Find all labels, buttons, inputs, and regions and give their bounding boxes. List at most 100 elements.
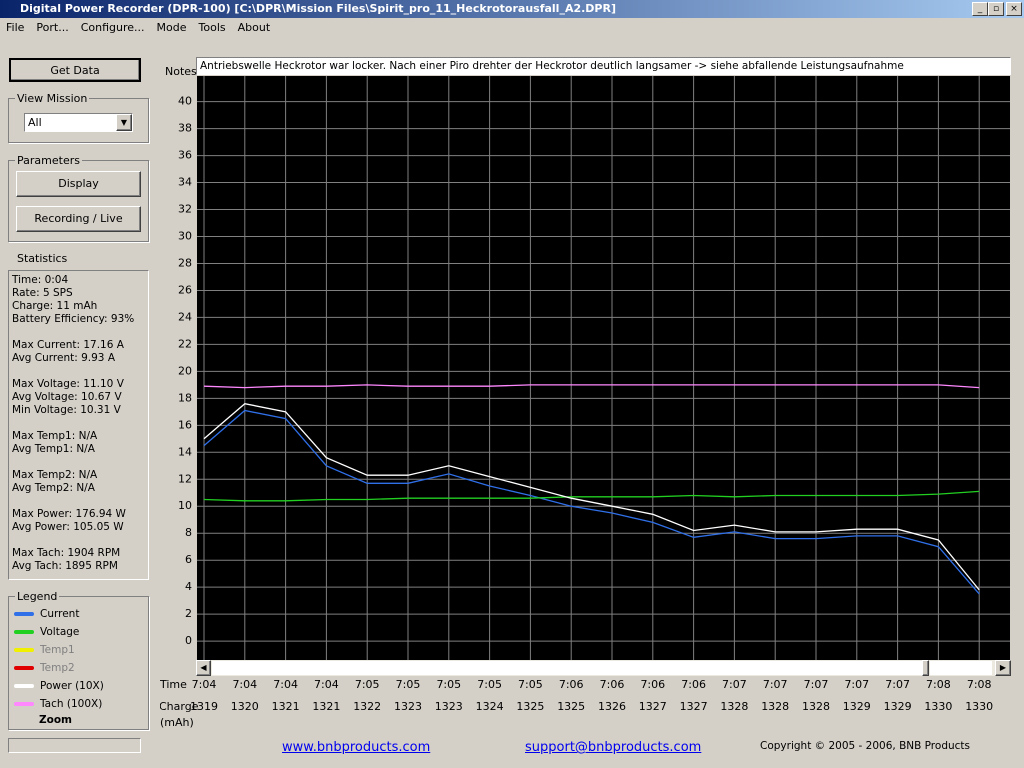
y-tick-label: 24 [178, 310, 192, 323]
x-tick-label: 7:08 [967, 678, 992, 691]
scroll-thumb[interactable] [922, 660, 929, 676]
legend-label: Current [40, 608, 80, 620]
x-tick-label: 7:07 [804, 678, 829, 691]
scroll-right[interactable]: ▶ [995, 660, 1011, 676]
y-tick-label: 16 [178, 418, 192, 431]
stat-line: Avg Temp1: N/A [12, 443, 95, 455]
x-tick-label: 7:07 [885, 678, 910, 691]
zoom-label[interactable]: Zoom [39, 714, 72, 726]
legend-swatch [14, 666, 34, 670]
y-tick-label: 14 [178, 445, 192, 458]
stat-group: Max Temp1: N/A Avg Temp1: N/A [12, 430, 148, 456]
scroll-track [930, 661, 992, 675]
legend-swatch [14, 612, 34, 616]
charge-unit: (mAh) [160, 716, 194, 729]
menu-item[interactable]: File [6, 21, 25, 34]
menu-item[interactable]: About [237, 21, 271, 34]
grid [197, 76, 1010, 660]
x-tick-label: 7:04 [192, 678, 217, 691]
support-link[interactable]: support@bnbproducts.com [525, 740, 702, 755]
charge-tick-label: 1321 [272, 700, 300, 713]
charge-tick-label: 1327 [680, 700, 708, 713]
legend-item[interactable]: Current [14, 607, 79, 621]
x-tick-label: 7:06 [640, 678, 665, 691]
charge-tick-label: 1325 [557, 700, 585, 713]
y-tick-label: 10 [178, 499, 192, 512]
series-line [203, 490, 980, 502]
charge-tick-label: 1328 [761, 700, 789, 713]
legend-swatch [14, 702, 34, 706]
charge-tick-label: 1327 [639, 700, 667, 713]
stat-line: Rate: 5 SPS [12, 287, 73, 299]
stat-line: Charge: 11 mAh [12, 300, 98, 312]
chart: 0246810121416182022242628303234363840Tim… [160, 76, 1010, 729]
charge-tick-label: 1329 [884, 700, 912, 713]
plot-area [197, 76, 1010, 660]
stat-line: Time: 0:04 [12, 274, 69, 286]
y-tick-label: 20 [178, 364, 192, 377]
legend-label: Temp2 [40, 662, 75, 674]
charge-tick-label: 1329 [843, 700, 871, 713]
y-tick-label: 38 [178, 122, 192, 135]
charge-tick-label: 1322 [353, 700, 381, 713]
legend-item[interactable]: Voltage [14, 625, 79, 639]
y-tick-label: 30 [178, 229, 192, 242]
stat-line: Battery Efficiency: 93% [12, 313, 135, 325]
minimize-button[interactable]: _ [972, 2, 988, 16]
charge-tick-label: 1324 [476, 700, 504, 713]
stat-group: Max Power: 176.94 W Avg Power: 105.05 W [12, 508, 148, 534]
stat-line: Avg Tach: 1895 RPM [12, 560, 118, 572]
stat-group: Time: 0:04 Rate: 5 SPS Charge: 11 mAh Batte… [12, 274, 148, 326]
x-tick-label: 7:06 [600, 678, 625, 691]
x-tick-label: 7:05 [355, 678, 380, 691]
menu-item[interactable]: Tools [198, 21, 226, 34]
y-tick-label: 26 [178, 283, 192, 296]
stat-line: Max Voltage: 11.10 V [12, 378, 124, 390]
notes-field[interactable]: Antriebswelle Heckrotor war locker. Nach… [196, 57, 1011, 75]
menu-item[interactable]: Port... [36, 21, 69, 34]
y-tick-label: 22 [178, 337, 192, 350]
y-tick-label: 12 [178, 472, 192, 485]
legend-label: Temp1 [40, 644, 75, 656]
legend-item[interactable]: Temp1 [14, 643, 75, 657]
menu-item[interactable]: Configure... [80, 21, 145, 34]
legend-swatch [14, 684, 34, 688]
y-tick-label: 8 [185, 526, 192, 539]
x-tick-label: 7:04 [232, 678, 257, 691]
get-data-button[interactable]: Get Data [9, 58, 141, 82]
stat-group: Max Current: 17.16 A Avg Current: 9.93 A [12, 339, 148, 365]
display-button[interactable]: Display [16, 171, 141, 197]
scroll-track [212, 661, 922, 675]
menu-item[interactable]: Mode [156, 21, 187, 34]
x-axis-label: Time [160, 678, 187, 691]
charge-tick-label: 1328 [720, 700, 748, 713]
legend-item[interactable]: Temp2 [14, 661, 75, 675]
legend-swatch [14, 630, 34, 634]
dropdown-arrow[interactable]: ▼ [116, 114, 132, 131]
notes-text: Antriebswelle Heckrotor war locker. Nach… [200, 60, 904, 72]
x-tick-label: 7:04 [314, 678, 339, 691]
series-line [203, 384, 980, 389]
scrollbar[interactable]: ◀ ▶ [196, 660, 1011, 676]
legend-group [8, 596, 149, 730]
y-tick-label: 28 [178, 256, 192, 269]
mission-dropdown[interactable]: All [24, 113, 133, 132]
y-tick-label: 6 [185, 553, 192, 566]
recording-button[interactable]: Recording / Live [16, 206, 141, 232]
charge-tick-label: 1320 [231, 700, 259, 713]
legend-item[interactable]: Tach (100X) [14, 697, 102, 711]
notes-label: Notes [165, 65, 197, 78]
restore-button[interactable]: ▫ [988, 2, 1004, 16]
close-button[interactable]: × [1006, 2, 1022, 16]
y-tick-label: 32 [178, 203, 192, 216]
group-label: Legend [15, 590, 60, 603]
x-tick-label: 7:05 [436, 678, 461, 691]
charge-tick-label: 1330 [924, 700, 952, 713]
legend-item[interactable]: Power (10X) [14, 679, 104, 693]
charge-tick-label: 1319 [190, 700, 218, 713]
scroll-left[interactable]: ◀ [196, 660, 211, 676]
charge-tick-label: 1323 [394, 700, 422, 713]
legend-label: Tach (100X) [40, 698, 103, 710]
website-link[interactable]: www.bnbproducts.com [282, 740, 431, 755]
stat-line: Max Tach: 1904 RPM [12, 547, 121, 559]
